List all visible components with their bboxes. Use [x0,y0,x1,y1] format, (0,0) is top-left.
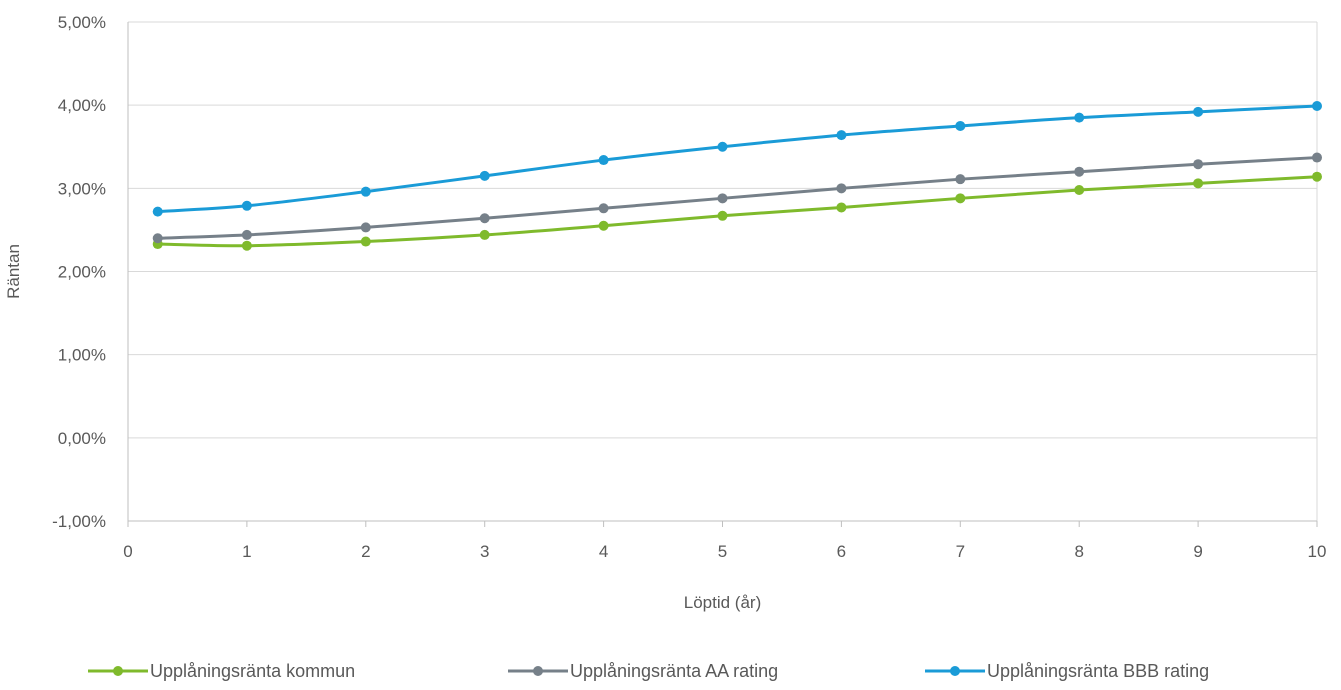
legend-marker [113,666,123,676]
x-tick-label: 2 [361,542,370,561]
data-point [717,210,728,221]
legend-marker [533,666,543,676]
x-tick-label: 6 [837,542,846,561]
x-tick-label: 1 [242,542,251,561]
series-line [156,175,1319,248]
y-tick-label: 2,00% [58,263,106,282]
data-point [360,222,371,233]
data-point [479,229,490,240]
data-point [955,193,966,204]
x-tick-label: 0 [123,542,132,561]
data-point [1312,100,1322,111]
x-tick-label: 4 [599,542,608,561]
data-point [241,229,252,240]
x-tick-label: 3 [480,542,489,561]
legend-item: Upplåningsränta AA rating [508,661,778,681]
x-tick-label: 7 [956,542,965,561]
data-point [598,203,609,214]
y-tick-label: 4,00% [58,96,106,115]
data-point [152,206,163,217]
data-point [479,213,490,224]
data-point [836,183,847,194]
y-tick-label: 5,00% [58,13,106,32]
data-point [1074,184,1085,195]
legend-label: Upplåningsränta BBB rating [987,661,1209,681]
series-3 [152,100,1322,217]
legend-item: Upplåningsränta kommun [88,661,355,681]
y-axis-title: Räntan [4,244,23,299]
x-tick-label: 9 [1193,542,1202,561]
data-point [241,240,252,251]
data-point [836,202,847,213]
data-point [360,186,371,197]
y-tick-label: 0,00% [58,429,106,448]
data-point [1193,106,1204,117]
x-tick-label: 10 [1308,542,1327,561]
data-point [955,174,966,185]
x-tick-label: 8 [1074,542,1083,561]
data-point [717,193,728,204]
legend: Upplåningsränta kommun Upplåningsränta AA… [88,661,1209,681]
data-point [1193,159,1204,170]
data-point [1312,152,1322,163]
data-point [1312,171,1322,182]
legend-marker [950,666,960,676]
y-tick-label: -1,00% [52,512,106,531]
series-2 [152,152,1322,244]
data-point [1074,166,1085,177]
data-point [955,120,966,131]
data-point [1074,112,1085,123]
x-tick-label: 5 [718,542,727,561]
legend-label: Upplåningsränta kommun [150,661,355,681]
series-lines [152,100,1322,251]
y-tick-label: 1,00% [58,346,106,365]
series-line [156,156,1319,240]
series-1 [152,171,1322,251]
data-point [1193,178,1204,189]
data-point [241,200,252,211]
legend-item: Upplåningsränta BBB rating [925,661,1209,681]
data-point [598,155,609,166]
data-point [479,170,490,181]
y-tick-label: 3,00% [58,179,106,198]
data-point [360,236,371,247]
x-axis-title: Löptid (år) [684,593,761,612]
data-point [152,233,163,244]
data-point [836,130,847,141]
gridlines [128,21,1318,522]
axes: -1,00% 0,00% 1,00% 2,00% 3,00% 4,00% 5,00% 0 1 2 3… [4,13,1326,612]
data-point [717,141,728,152]
data-point [598,220,609,231]
legend-label: Upplåningsränta AA rating [570,661,778,681]
